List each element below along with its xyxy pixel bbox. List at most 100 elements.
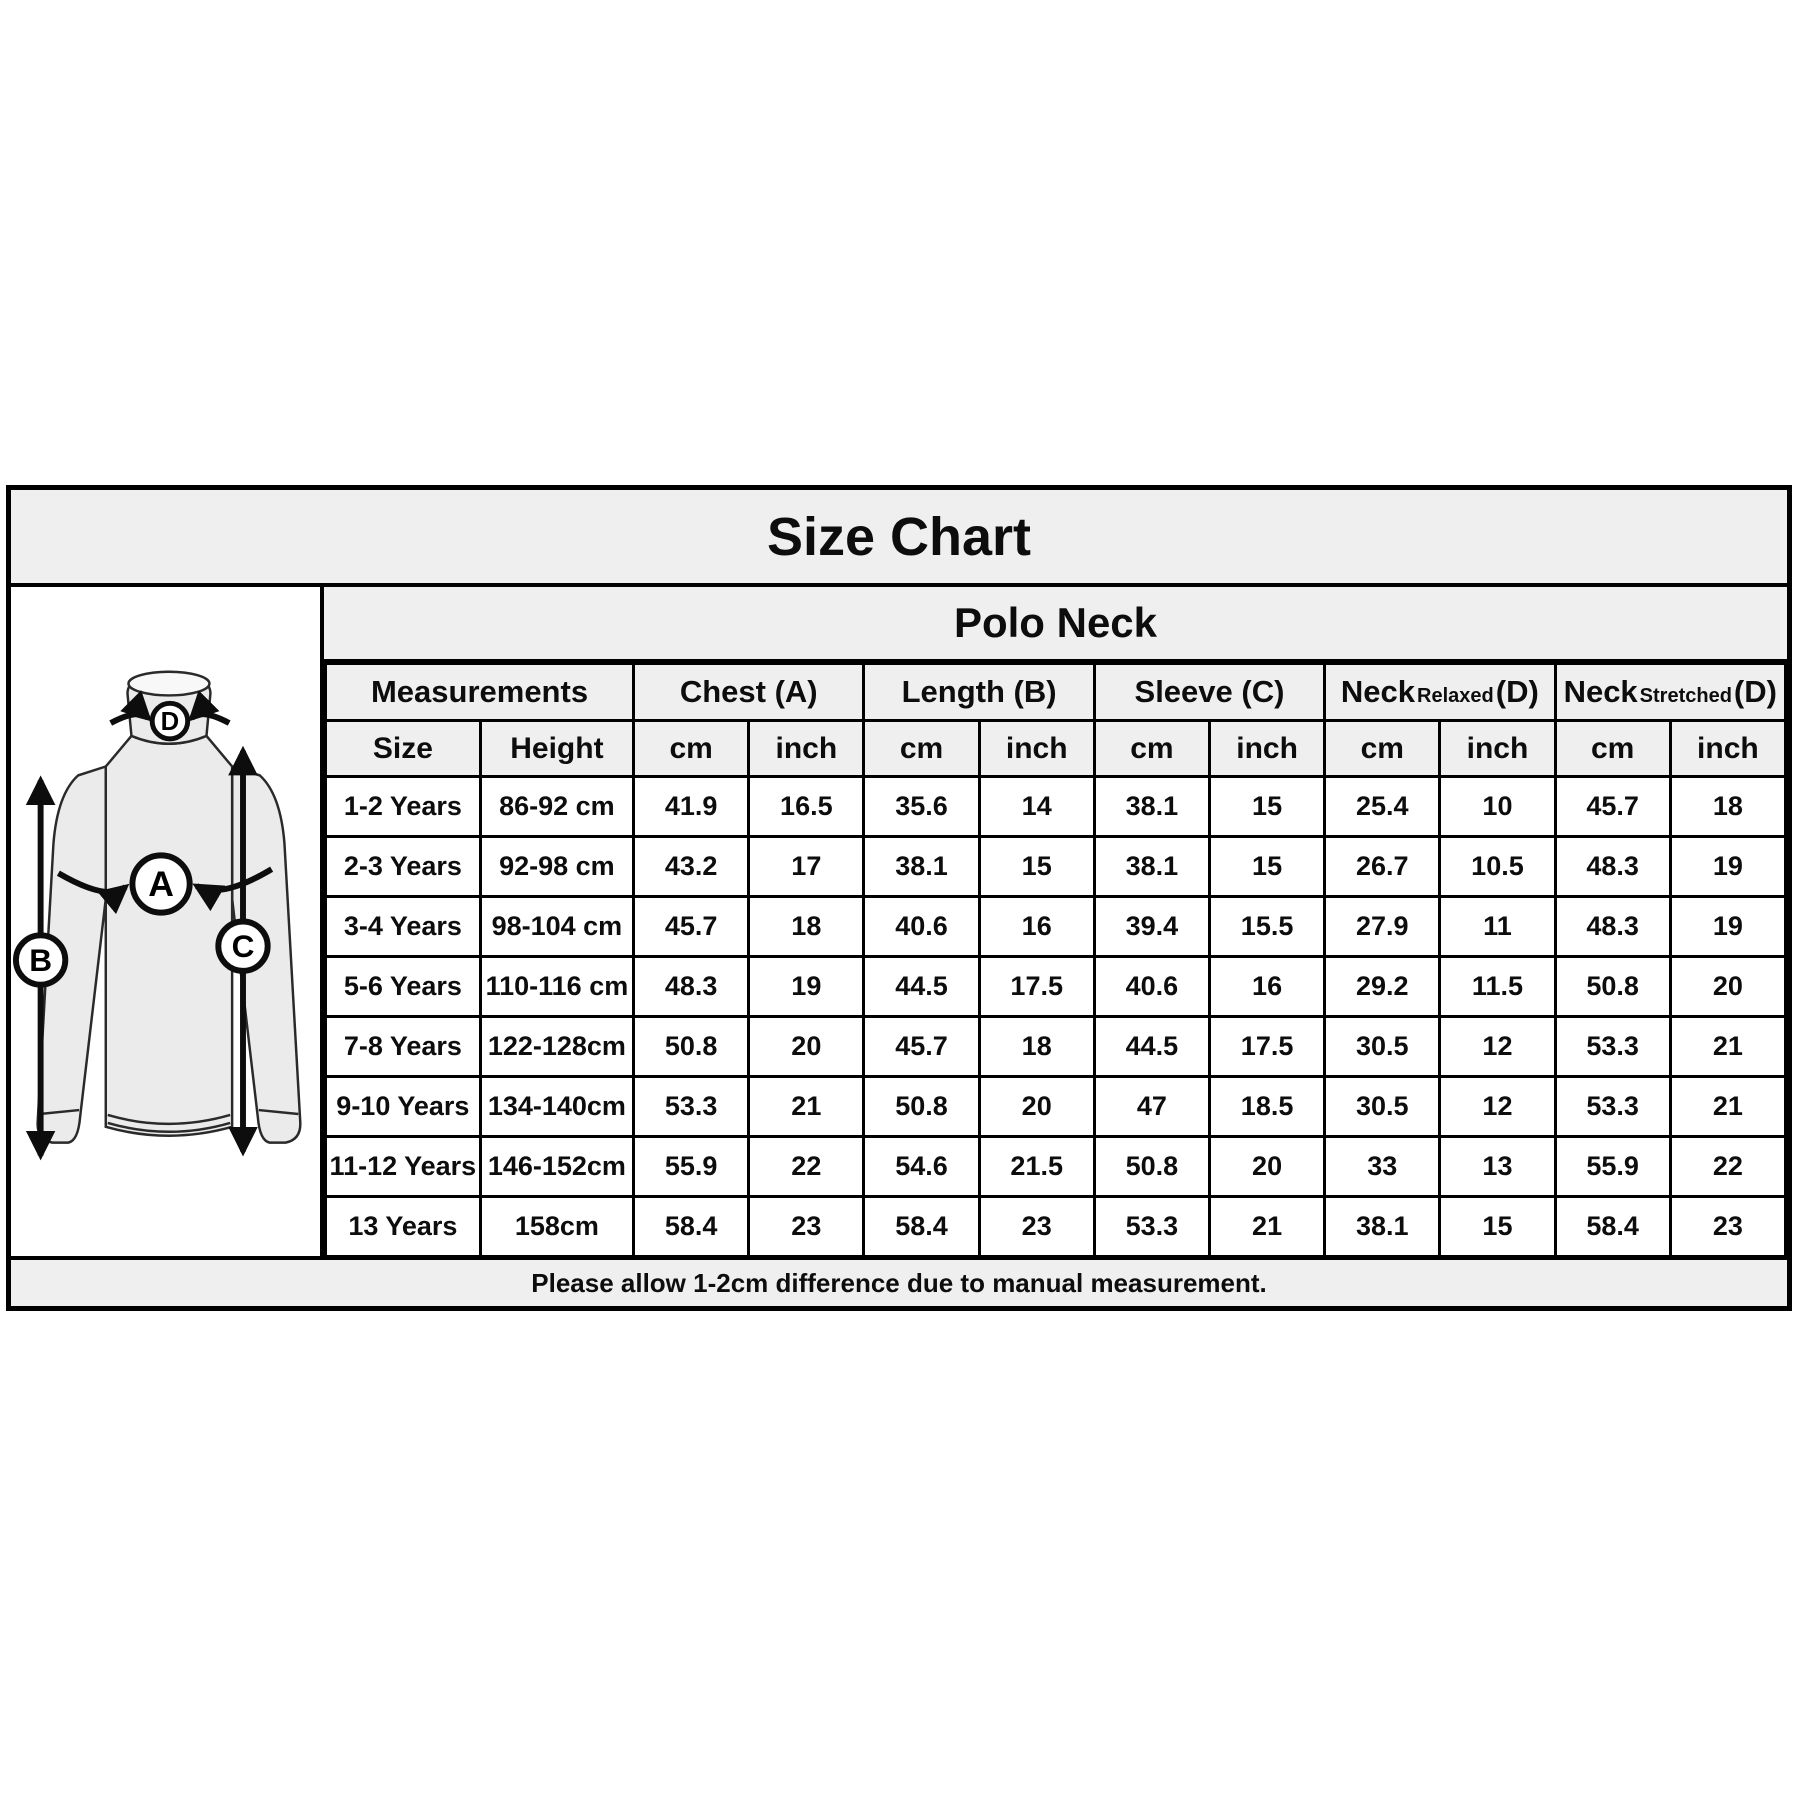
table-row: 5-6 Years 110-116 cm 48.3 19 44.5 17.5 40.6 16 2… [324, 955, 1788, 1018]
value-cell: 48.3 [1553, 835, 1672, 898]
value-cell: 17 [747, 835, 866, 898]
unit-inch: inch [1438, 719, 1557, 778]
table-row: 7-8 Years 122-128cm 50.8 20 45.7 18 44.5 17.5 30… [324, 1015, 1788, 1078]
value-cell: 38.1 [862, 835, 981, 898]
chest-header-main: Chest [679, 674, 766, 709]
value-cell: 15 [977, 835, 1096, 898]
size-cell: 3-4 Years [324, 895, 482, 958]
size-cell: 7-8 Years [324, 1015, 482, 1078]
value-cell: 58.4 [862, 1195, 981, 1258]
value-cell: 38.1 [1323, 1195, 1442, 1258]
value-cell: 58.4 [1553, 1195, 1672, 1258]
value-cell: 26.7 [1323, 835, 1442, 898]
page-title: Size Chart [11, 490, 1787, 587]
sleeve-header-suffix: (C) [1241, 674, 1285, 709]
height-cell: 134-140cm [478, 1075, 636, 1138]
length-header: Length (B) [862, 662, 1096, 722]
value-cell: 44.5 [1092, 1015, 1211, 1078]
value-cell: 18.5 [1207, 1075, 1327, 1138]
measurement-note: Please allow 1-2cm difference due to man… [11, 1256, 1787, 1306]
size-chart-panel: Size Chart [6, 485, 1792, 1311]
value-cell: 38.1 [1092, 775, 1211, 838]
size-table: Measurements Chest (A) Length (B) Sleeve… [323, 662, 1788, 1258]
size-table-pane: Polo Neck Measurements Chest (A) Length … [323, 587, 1788, 1258]
neck-relaxed-qualifier: Relaxed [1417, 685, 1494, 707]
height-cell: 158cm [478, 1195, 636, 1258]
value-cell: 50.8 [1553, 955, 1672, 1018]
size-cell: 13 Years [324, 1195, 482, 1258]
measurements-header: Measurements [323, 662, 636, 722]
value-cell: 40.6 [1092, 955, 1211, 1018]
unit-cm: cm [1323, 719, 1442, 778]
value-cell: 21 [1668, 1015, 1788, 1078]
value-cell: 44.5 [862, 955, 981, 1018]
value-cell: 15 [1207, 775, 1327, 838]
value-cell: 53.3 [632, 1075, 751, 1138]
unit-header-row: Size Height cm inch cm inch cm inch cm i… [324, 719, 1788, 778]
height-cell: 86-92 cm [478, 775, 636, 838]
value-cell: 45.7 [1553, 775, 1672, 838]
table-row: 3-4 Years 98-104 cm 45.7 18 40.6 16 39.4 15.5 27… [324, 895, 1788, 958]
size-cell: 9-10 Years [324, 1075, 482, 1138]
neck-relaxed-suffix: (D) [1495, 674, 1539, 709]
size-cell: 5-6 Years [324, 955, 482, 1018]
height-cell: 110-116 cm [478, 955, 636, 1018]
value-cell: 18 [747, 895, 866, 958]
value-cell: 19 [1668, 835, 1788, 898]
neck-arrow-right [188, 690, 231, 726]
value-cell: 58.4 [632, 1195, 751, 1258]
value-cell: 50.8 [1092, 1135, 1211, 1198]
value-cell: 16.5 [747, 775, 866, 838]
height-cell: 92-98 cm [478, 835, 636, 898]
chest-arrow-right [192, 866, 274, 912]
value-cell: 25.4 [1323, 775, 1442, 838]
value-cell: 23 [977, 1195, 1096, 1258]
value-cell: 19 [747, 955, 866, 1018]
size-cell: 1-2 Years [324, 775, 482, 838]
neck-stretched-qualifier: Stretched [1639, 685, 1732, 707]
value-cell: 41.9 [632, 775, 751, 838]
value-cell: 53.3 [1092, 1195, 1211, 1258]
value-cell: 21 [1668, 1075, 1788, 1138]
neck-relaxed-main: Neck [1340, 674, 1416, 709]
table-row: 1-2 Years 86-92 cm 41.9 16.5 35.6 14 38.1 15 25.… [324, 775, 1788, 838]
value-cell: 55.9 [1553, 1135, 1672, 1198]
table-row: 11-12 Years 146-152cm 55.9 22 54.6 21.5 50.8 20… [324, 1135, 1788, 1198]
value-cell: 15 [1207, 835, 1327, 898]
size-cell: 2-3 Years [324, 835, 482, 898]
height-subheader: Height [478, 719, 636, 778]
size-cell: 11-12 Years [324, 1135, 482, 1198]
neck-stretched-header: Neck Stretched(D) [1553, 662, 1788, 722]
marker-b-circle [12, 932, 69, 988]
value-cell: 38.1 [1092, 835, 1211, 898]
value-cell: 30.5 [1323, 1075, 1442, 1138]
value-cell: 17.5 [1207, 1015, 1327, 1078]
height-cell: 122-128cm [478, 1015, 636, 1078]
unit-cm: cm [632, 719, 751, 778]
value-cell: 12 [1438, 1015, 1557, 1078]
unit-inch: inch [977, 719, 1096, 778]
value-cell: 16 [1207, 955, 1327, 1018]
chest-header: Chest (A) [632, 662, 866, 722]
unit-cm: cm [1092, 719, 1211, 778]
value-cell: 19 [1668, 895, 1788, 958]
size-table-body: 1-2 Years 86-92 cm 41.9 16.5 35.6 14 38.1 15 25.… [324, 775, 1788, 1258]
value-cell: 30.5 [1323, 1015, 1442, 1078]
value-cell: 45.7 [632, 895, 751, 958]
value-cell: 15 [1438, 1195, 1557, 1258]
neck-stretched-suffix: (D) [1733, 674, 1777, 709]
value-cell: 33 [1323, 1135, 1442, 1198]
value-cell: 55.9 [632, 1135, 751, 1198]
sleeve-header: Sleeve (C) [1092, 662, 1327, 722]
value-cell: 40.6 [862, 895, 981, 958]
height-cell: 146-152cm [478, 1135, 636, 1198]
unit-inch: inch [1207, 719, 1327, 778]
neck-relaxed-header: Neck Relaxed(D) [1323, 662, 1557, 722]
polo-neck-illustration: A B C D [12, 670, 302, 1161]
value-cell: 20 [1668, 955, 1788, 1018]
value-cell: 11 [1438, 895, 1557, 958]
marker-a-circle [129, 852, 193, 916]
value-cell: 13 [1438, 1135, 1557, 1198]
value-cell: 14 [977, 775, 1096, 838]
value-cell: 35.6 [862, 775, 981, 838]
